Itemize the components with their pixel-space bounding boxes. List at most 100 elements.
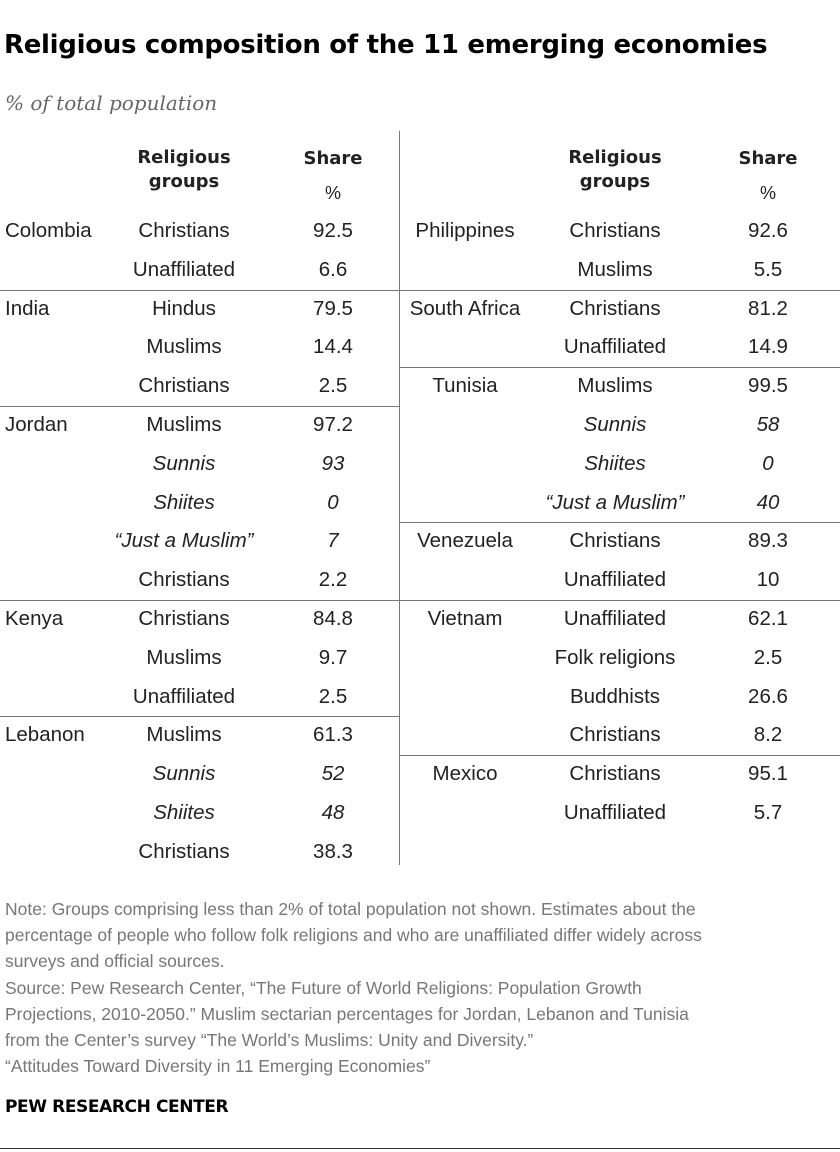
- country-name: Kenya: [5, 607, 64, 630]
- religious-group: Muslims: [146, 646, 222, 669]
- religious-group: Sunnis: [152, 452, 216, 475]
- religious-group: Muslims: [577, 374, 653, 397]
- row-separator: [400, 600, 840, 601]
- share-value: 0: [327, 491, 339, 514]
- share-value: 99.5: [748, 374, 788, 397]
- brand-name: PEW RESEARCH CENTER: [5, 1097, 229, 1117]
- row-separator: [0, 290, 399, 291]
- country-name: India: [5, 297, 50, 320]
- religious-group: Christians: [138, 568, 230, 591]
- religious-group: “Just a Muslim”: [545, 491, 685, 514]
- source-line: from the Center’s survey “The World’s Mu…: [5, 1030, 534, 1051]
- row-separator: [0, 406, 399, 407]
- row-separator: [0, 716, 399, 717]
- share-value: 5.7: [753, 801, 783, 824]
- share-value: 84.8: [313, 607, 353, 630]
- report-title: “Attitudes Toward Diversity in 11 Emergi…: [5, 1056, 431, 1077]
- religious-group: Christians: [569, 529, 661, 552]
- religious-group: Muslims: [146, 723, 222, 746]
- religious-group: Muslims: [146, 413, 222, 436]
- religious-group: Christians: [569, 762, 661, 785]
- source-line: Projections, 2010-2050.” Muslim sectaria…: [5, 1003, 689, 1024]
- share-value: 0: [762, 452, 774, 475]
- share-value: 93: [321, 452, 345, 475]
- religious-group: Christians: [569, 297, 661, 320]
- share-value: 14.9: [748, 335, 788, 358]
- share-value: 62.1: [748, 607, 788, 630]
- share-value: 61.3: [313, 723, 353, 746]
- share-value: 2.5: [753, 646, 783, 669]
- header-unit-left: %: [324, 183, 342, 203]
- country-name: Colombia: [5, 219, 92, 242]
- country-name: South Africa: [409, 297, 521, 320]
- religious-group: Christians: [138, 374, 230, 397]
- religious-group: Christians: [138, 219, 230, 242]
- country-name: Venezuela: [417, 529, 513, 552]
- share-value: 7: [327, 529, 339, 552]
- column-divider: [399, 131, 400, 865]
- religious-group: Muslims: [146, 335, 222, 358]
- religious-group: Unaffiliated: [563, 335, 667, 358]
- bottom-rule: [0, 1148, 840, 1149]
- row-separator: [400, 755, 840, 756]
- share-value: 10: [756, 568, 780, 591]
- religious-group: Buddhists: [569, 685, 661, 708]
- row-separator: [400, 522, 840, 523]
- row-separator: [400, 290, 840, 291]
- religious-group: Hindus: [152, 297, 216, 320]
- share-value: 2.5: [318, 685, 348, 708]
- subtitle: % of total population: [5, 91, 218, 115]
- religious-group: Christians: [138, 607, 230, 630]
- religious-group: Sunnis: [583, 413, 647, 436]
- row-separator: [400, 367, 840, 368]
- notes: Note: Groups comprising less than 2% of …: [5, 896, 835, 1079]
- country-name: Jordan: [5, 413, 68, 436]
- header-groups-right: Religious groups: [568, 147, 662, 192]
- country-name: Philippines: [415, 219, 515, 242]
- religious-group: Sunnis: [152, 762, 216, 785]
- header-share-right: Share: [738, 148, 798, 169]
- share-value: 6.6: [318, 258, 348, 281]
- share-value: 58: [756, 413, 780, 436]
- share-value: 40: [756, 491, 780, 514]
- religious-group: Unaffiliated: [563, 568, 667, 591]
- religious-group: Folk religions: [554, 646, 676, 669]
- header-unit-right: %: [759, 183, 777, 203]
- share-value: 92.6: [748, 219, 788, 242]
- note-line: Note: Groups comprising less than 2% of …: [5, 899, 696, 919]
- share-value: 97.2: [313, 413, 353, 436]
- share-value: 14.4: [313, 335, 353, 358]
- religious-group: Unaffiliated: [563, 607, 667, 630]
- religious-group: “Just a Muslim”: [114, 529, 254, 552]
- note-line: percentage of people who follow folk rel…: [5, 925, 702, 946]
- share-value: 2.2: [318, 568, 348, 591]
- share-value: 38.3: [313, 840, 353, 863]
- share-value: 5.5: [753, 258, 783, 281]
- religious-group: Christians: [138, 840, 230, 863]
- religious-group: Unaffiliated: [563, 801, 667, 824]
- country-name: Tunisia: [432, 374, 498, 397]
- religious-group: Shiites: [153, 491, 215, 514]
- share-value: 48: [321, 801, 345, 824]
- religious-group: Muslims: [577, 258, 653, 281]
- share-value: 9.7: [318, 646, 348, 669]
- page-title: Religious composition of the 11 emerging…: [4, 30, 768, 60]
- share-value: 52: [321, 762, 345, 785]
- religious-group: Unaffiliated: [132, 258, 236, 281]
- country-name: Lebanon: [5, 723, 85, 746]
- religious-group: Christians: [569, 219, 661, 242]
- share-value: 8.2: [753, 723, 783, 746]
- religious-group: Unaffiliated: [132, 685, 236, 708]
- share-value: 89.3: [748, 529, 788, 552]
- share-value: 2.5: [318, 374, 348, 397]
- religious-group: Shiites: [584, 452, 646, 475]
- share-value: 92.5: [313, 219, 353, 242]
- religious-group: Shiites: [153, 801, 215, 824]
- row-separator: [0, 600, 399, 601]
- country-name: Mexico: [432, 762, 498, 785]
- share-value: 26.6: [748, 685, 788, 708]
- source-line: Source: Pew Research Center, “The Future…: [5, 977, 642, 998]
- header-groups-left: Religious groups: [137, 147, 231, 192]
- religious-group: Christians: [569, 723, 661, 746]
- note-line: surveys and official sources.: [5, 951, 225, 972]
